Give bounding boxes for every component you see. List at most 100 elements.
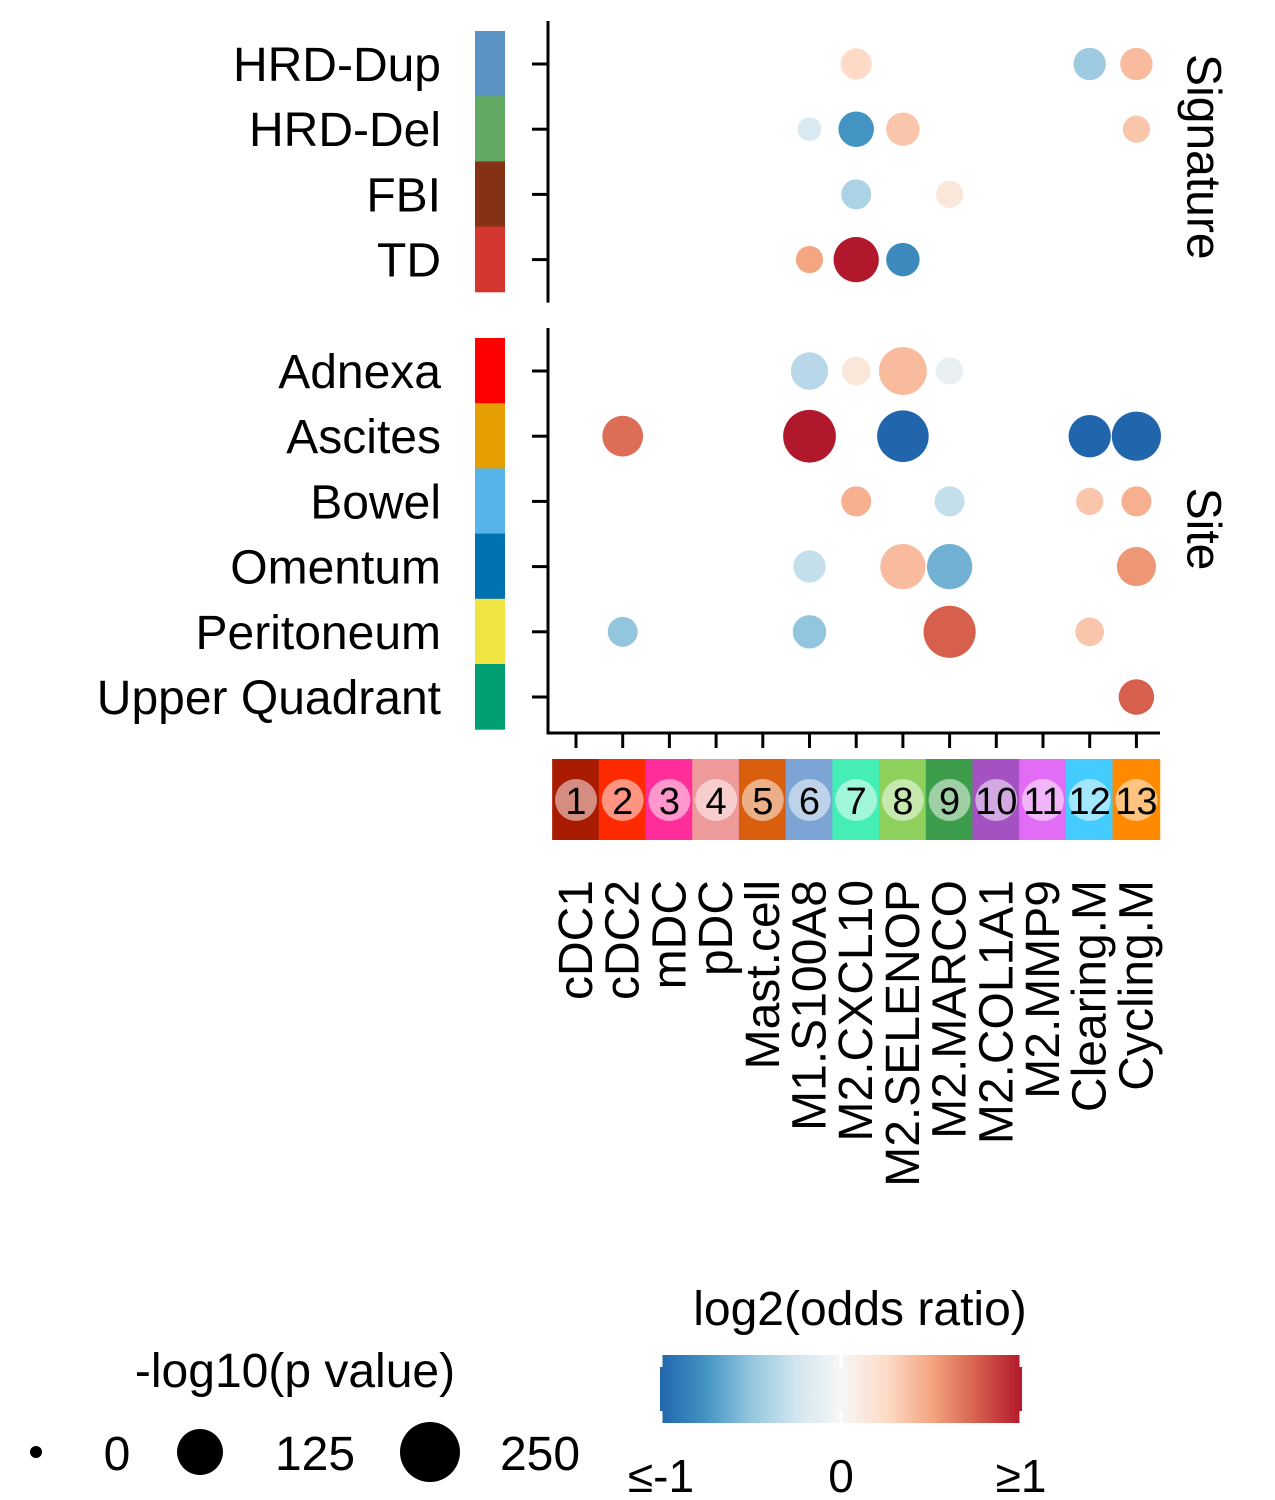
x-tick-label: pDC	[690, 880, 743, 976]
data-point	[1116, 547, 1156, 587]
color-legend-label-low: ≤-1	[628, 1450, 694, 1500]
data-point	[1118, 679, 1155, 715]
data-point	[1122, 115, 1150, 143]
data-point	[886, 242, 920, 277]
cluster-badge	[1068, 779, 1111, 821]
row-label: Adnexa	[278, 346, 441, 399]
cluster-number: 12	[1069, 781, 1111, 823]
data-point	[878, 347, 927, 395]
data-point	[607, 616, 638, 647]
x-tick-label: M2.MMP9	[1017, 880, 1070, 1099]
cluster-number: 11	[1023, 781, 1062, 823]
cluster-number: 4	[706, 781, 727, 823]
facet-strip-label: Site	[1176, 488, 1229, 571]
size-legend-label: 250	[500, 1428, 580, 1481]
cluster-number: 2	[612, 781, 633, 823]
x-tick-label: Cycling.M	[1110, 880, 1163, 1091]
row-color-swatch	[475, 403, 505, 469]
cluster-number: 13	[1115, 781, 1157, 823]
cluster-number: 9	[939, 781, 960, 823]
row-label: Bowel	[310, 476, 441, 529]
row-label: TD	[377, 235, 441, 288]
x-tick-label: M2.CXCL10	[830, 880, 883, 1141]
row-color-swatch	[475, 338, 505, 404]
data-point	[841, 179, 872, 210]
color-legend-title: log2(odds ratio)	[693, 1283, 1027, 1336]
row-label: Ascites	[286, 411, 441, 464]
cluster-number: 7	[846, 781, 867, 823]
data-point	[1073, 47, 1106, 81]
row-label: HRD-Dup	[233, 39, 441, 92]
row-color-swatch	[475, 226, 505, 293]
row-color-swatch	[475, 31, 505, 97]
panel-site: Adnexa Ascites Bowel Omentum Peritoneum Upper…	[97, 328, 1229, 733]
data-point	[1075, 617, 1105, 647]
x-tick-label: cDC2	[597, 880, 650, 1000]
row-color-swatch	[475, 468, 505, 535]
cluster-number: 3	[659, 781, 680, 823]
cluster-number: 10	[975, 781, 1017, 823]
data-point	[838, 111, 874, 147]
cluster-badge	[555, 779, 597, 821]
data-point	[936, 180, 964, 208]
data-point	[841, 486, 872, 517]
data-point	[840, 48, 872, 80]
color-legend-label-mid: 0	[828, 1450, 854, 1500]
x-tick-label: M2.MARCO	[924, 880, 977, 1139]
row-color-swatch	[475, 96, 505, 162]
data-point	[886, 112, 920, 146]
row-color-swatch	[475, 533, 505, 600]
cluster-badge	[928, 779, 971, 821]
cluster-badge	[975, 779, 1018, 821]
cluster-badge	[1115, 779, 1158, 821]
data-point	[602, 415, 644, 457]
cluster-badge	[881, 779, 924, 821]
facet-strip-label: Signature	[1176, 54, 1229, 259]
panels: HRD-Dup HRD-Del FBI TD Signature Adnexa Ascite…	[97, 21, 1229, 733]
size-legend-label: 125	[275, 1428, 355, 1481]
cluster-number: 8	[892, 781, 913, 823]
color-legend-label-high: ≥1	[996, 1450, 1047, 1500]
data-point	[833, 236, 879, 283]
cluster-number: 1	[565, 781, 586, 823]
size-legend-key	[400, 1422, 460, 1482]
data-point	[792, 615, 827, 649]
row-label: FBI	[366, 169, 441, 222]
data-point	[1076, 487, 1104, 515]
x-tick-label: M2.COL1A1	[970, 880, 1023, 1144]
x-tick-label: mDC	[643, 880, 696, 989]
data-point	[1120, 47, 1153, 81]
cluster-number: 5	[752, 781, 773, 823]
panel-signature: HRD-Dup HRD-Del FBI TD Signature	[233, 21, 1229, 303]
cluster-badge	[1022, 779, 1064, 821]
x-tick-label: Mast.cell	[737, 880, 790, 1069]
data-point	[795, 246, 824, 274]
cluster-number: 6	[799, 781, 820, 823]
data-point	[1111, 411, 1161, 461]
size-legend-title: -log10(p value)	[135, 1345, 455, 1398]
data-point	[877, 410, 929, 462]
data-point	[841, 356, 871, 386]
cluster-badge	[741, 779, 784, 821]
row-label: Peritoneum	[196, 607, 441, 660]
data-point	[923, 605, 976, 658]
row-label: HRD-Del	[249, 104, 441, 157]
row-label: Upper Quadrant	[97, 672, 441, 725]
data-point	[936, 357, 964, 385]
data-point	[926, 543, 973, 590]
data-point	[793, 550, 826, 583]
x-tick-label: M2.SELENOP	[877, 880, 930, 1187]
cluster-badge	[695, 779, 738, 821]
data-point	[934, 486, 965, 517]
data-point	[880, 543, 926, 590]
row-color-swatch	[475, 598, 505, 665]
size-legend-label: 0	[104, 1428, 131, 1481]
row-color-swatch	[475, 161, 505, 228]
cluster-badge	[835, 779, 878, 821]
data-point	[797, 117, 822, 142]
size-legend-key	[177, 1429, 223, 1475]
size-legend-key	[30, 1446, 42, 1458]
row-color-swatch	[475, 664, 505, 730]
x-tick-label: cDC1	[550, 880, 603, 1000]
